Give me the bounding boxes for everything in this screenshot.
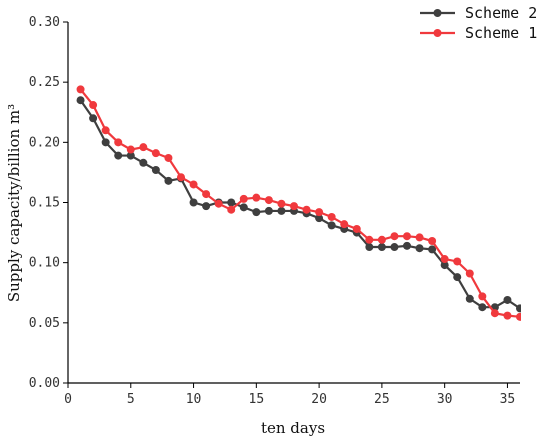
data-point — [478, 292, 487, 301]
data-point — [264, 206, 273, 215]
data-point — [365, 235, 374, 244]
data-point — [340, 220, 349, 229]
data-point — [390, 243, 399, 252]
data-point — [327, 221, 336, 230]
y-tick-label: 0.25 — [29, 75, 60, 90]
legend-item: Scheme 1 — [420, 24, 537, 42]
series-line — [79, 88, 521, 318]
data-point — [490, 309, 499, 318]
data-point — [189, 180, 198, 189]
y-tick-label: 0.00 — [29, 376, 60, 391]
data-point — [516, 304, 521, 313]
y-tick-label: 0.30 — [29, 15, 60, 30]
y-tick-label: 0.20 — [29, 135, 60, 150]
legend-marker — [433, 9, 442, 17]
data-point — [239, 194, 248, 203]
data-point — [315, 208, 324, 217]
data-point — [101, 138, 110, 147]
data-point — [76, 96, 85, 105]
legend-item: Scheme 2 — [420, 4, 537, 22]
data-point — [227, 198, 236, 207]
y-tick-label: 0.10 — [29, 256, 60, 271]
data-point — [440, 261, 449, 270]
x-tick-label: 25 — [374, 392, 390, 407]
y-axis-title: Supply capacity/billion m³ — [5, 104, 23, 302]
data-point — [503, 311, 512, 320]
data-point — [214, 199, 223, 208]
data-point — [177, 173, 185, 182]
legend-label: Scheme 1 — [465, 24, 537, 42]
x-axis-title: ten days — [261, 419, 325, 437]
data-point — [377, 235, 386, 244]
x-tick-label: 20 — [311, 392, 327, 407]
data-point — [252, 208, 261, 217]
data-point — [403, 241, 411, 250]
data-point — [239, 203, 248, 212]
data-point — [264, 196, 273, 205]
data-point — [428, 245, 437, 254]
x-tick-label: 35 — [500, 392, 516, 407]
data-point — [76, 85, 85, 94]
data-point — [440, 255, 449, 264]
data-point — [139, 143, 148, 152]
data-point — [465, 269, 474, 278]
data-point — [365, 243, 374, 252]
data-point — [89, 114, 98, 123]
data-point — [151, 149, 160, 158]
data-point — [164, 153, 173, 162]
data-point — [516, 312, 521, 321]
y-tick-label: 0.15 — [29, 196, 60, 211]
data-point — [415, 233, 424, 242]
data-point — [327, 212, 336, 221]
data-point — [390, 232, 399, 241]
data-point — [101, 126, 110, 135]
x-tick-label: 0 — [64, 392, 72, 407]
data-point — [453, 257, 462, 266]
data-point — [227, 205, 236, 214]
series-scheme-2 — [76, 96, 521, 313]
data-point — [478, 303, 487, 312]
legend: Scheme 2 Scheme 1 — [420, 4, 537, 42]
series-layer — [76, 85, 521, 321]
data-point — [164, 176, 173, 185]
data-point — [290, 202, 298, 211]
data-point — [315, 214, 324, 223]
data-point — [189, 198, 198, 207]
data-point — [252, 193, 261, 202]
data-point — [415, 244, 424, 253]
data-point — [453, 273, 462, 282]
data-point — [277, 199, 286, 208]
x-tick-label: 10 — [186, 392, 202, 407]
legend-label: Scheme 2 — [465, 4, 537, 22]
data-point — [377, 243, 386, 252]
data-point — [352, 224, 361, 233]
data-point — [139, 158, 148, 167]
data-point — [277, 206, 286, 215]
data-point — [126, 145, 135, 154]
series-scheme-1 — [76, 85, 521, 321]
data-point — [126, 151, 135, 160]
data-point — [202, 190, 211, 199]
data-point — [302, 205, 311, 214]
data-point — [465, 294, 474, 303]
data-point — [114, 151, 123, 160]
x-tick-label: 5 — [127, 392, 135, 407]
x-tick-label: 15 — [249, 392, 265, 407]
legend-marker — [433, 29, 442, 37]
x-tick-label: 30 — [437, 392, 453, 407]
ticks-layer: 0.00 0.05 0.10 0.15 0.20 0.25 0.30 0 5 10 15 20 25 30… — [29, 15, 516, 407]
data-point — [428, 237, 437, 246]
data-point — [151, 166, 160, 175]
y-tick-label: 0.05 — [29, 316, 60, 331]
data-point — [114, 138, 123, 147]
data-point — [202, 202, 211, 211]
data-point — [89, 101, 98, 110]
data-point — [403, 232, 411, 241]
data-point — [503, 295, 512, 304]
